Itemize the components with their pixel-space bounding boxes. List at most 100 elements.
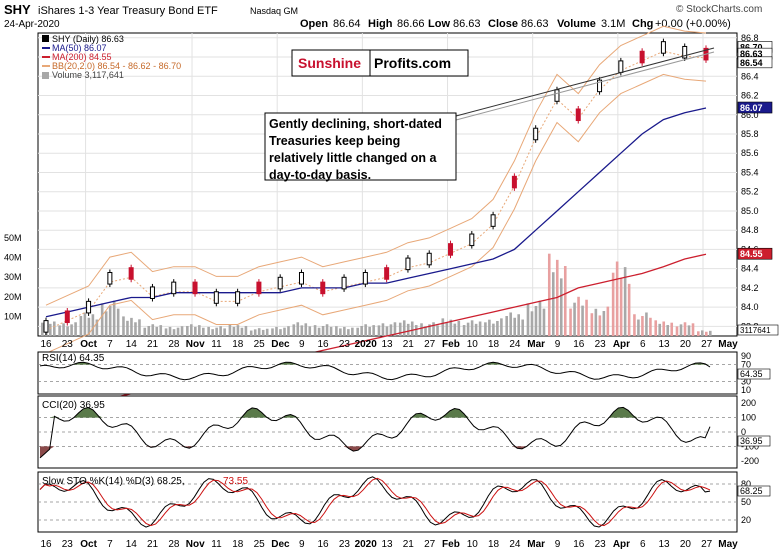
price-badge [737,56,773,69]
annotation-pointer-2 [455,51,715,121]
date-tick-label: Apr [613,539,630,550]
candle-body [511,175,517,189]
candle-body [469,233,475,247]
candle-body [107,272,113,285]
legend-bb: BB(20,2.0) 86.54 - 86.62 - 86.70 [52,61,181,71]
sto-d-line [39,477,711,527]
candle-body [171,281,177,295]
high-value: 86.66 [397,18,425,30]
candle-body [320,281,326,295]
volume-bar [658,323,662,336]
volume-bar [143,327,147,336]
price-legend: SHY (Daily) 86.63 MA(50) 86.07 MA(200) 8… [42,34,181,80]
price-tick-label: 84.4 [741,264,759,274]
candle-body [362,272,368,285]
volume-bar [432,322,435,336]
volume-bar [462,325,466,336]
candle-body [660,41,666,54]
volume-bar [551,272,555,336]
volume-bar [402,320,406,336]
volume-bar [484,322,487,336]
date-tick-label: 21 [403,539,415,550]
cci-title: CCI(20) 36.95 [42,400,105,411]
volume-bar [470,320,474,336]
volume-bar [265,328,269,336]
volume-bar [505,316,508,336]
rsi-tick-label: 30 [741,376,751,386]
date-axis-bottom: 16 23 Oct 7 14 21 28 Nov 11 18 25 Dec 9 16 23 2020 13 21 2… [40,539,738,550]
sunshine-profits-logo: Sunshine Profits.com [291,49,469,77]
volume-bar [104,311,108,336]
volume-bar [436,325,439,336]
date-tick-label: 2020 [355,539,378,550]
sto-title-d: 73.55 [223,476,248,487]
volume-bar [356,327,359,336]
annotation-line: Treasuries keep being [269,134,400,148]
volume-bar [509,312,512,336]
date-tick-label: 21 [403,339,415,350]
volume-bar [393,322,397,336]
rsi-plot [38,361,737,382]
volume-bar [488,319,491,336]
volume-bar [100,303,104,336]
volume-bar [563,266,567,336]
volume-bar [79,316,83,336]
volume-bar [637,319,640,336]
volume-bar [573,302,576,336]
date-tick-label: 20 [680,539,692,550]
sto-badge-label: 68.25 [740,486,763,496]
date-tick-label: 6 [640,539,646,550]
volume-bar [615,261,619,336]
volume-label: Volume [557,18,596,30]
cci-badge [737,435,771,447]
volume-tick-label: 40M [4,253,22,263]
date-tick-label: 16 [318,339,330,350]
date-tick-label: 16 [40,539,52,550]
candle-body [64,310,70,324]
volume-bar [275,326,278,336]
sto-tick-label: 50 [741,497,751,507]
annotation-line: Gently declining, short-dated [269,117,442,131]
volume-bar [492,323,495,336]
volume-bar [176,327,180,336]
date-tick-label: 27 [701,539,713,550]
date-tick-label: 11 [211,539,222,550]
ma50-line [45,107,707,318]
volume-bar [654,320,658,336]
cci-tick-label: 100 [741,413,756,423]
price-panel [37,32,738,337]
volume-bar [445,322,449,336]
sto-title-k: Slow STO %K(14) %D(3) 68.25, [42,476,185,487]
volume-bar [223,328,226,336]
volume-bar [228,324,232,336]
volume-bar [675,326,679,336]
annotation-text: Gently declining, short-dated Treasuries … [269,117,442,182]
volume-bar [215,327,218,336]
volume-bar [627,283,631,336]
sto-axis: 80 50 20 68.25 [737,479,771,525]
date-tick-label: 18 [488,339,500,350]
volume-bar [466,322,470,336]
date-axis-top: 16 23 Oct 7 14 21 28 Nov 11 18 25 Dec 9 16 23 2020 13 21 2… [40,339,738,350]
date-tick-label: Oct [80,339,97,350]
volume-bar [500,318,503,336]
sto-tick-label: 20 [741,515,751,525]
price-badge [737,247,773,260]
volume-bar [377,325,381,336]
volume-bar [130,317,133,336]
price-badge-label: 86.54 [740,58,763,68]
volume-bar [271,328,274,336]
volume-bar [666,325,670,336]
volume-tick-label: 20M [4,292,22,302]
volume-bar [594,308,598,336]
price-tick-label: 85.4 [741,167,759,177]
candle-body [682,45,688,59]
volume-bar [41,322,44,336]
date-tick-label: 23 [62,339,74,350]
candle-body [490,214,496,227]
date-tick-label: Mar [527,339,545,350]
candle-body [597,79,603,93]
volume-bar [116,308,120,336]
volume-bar [474,323,478,336]
